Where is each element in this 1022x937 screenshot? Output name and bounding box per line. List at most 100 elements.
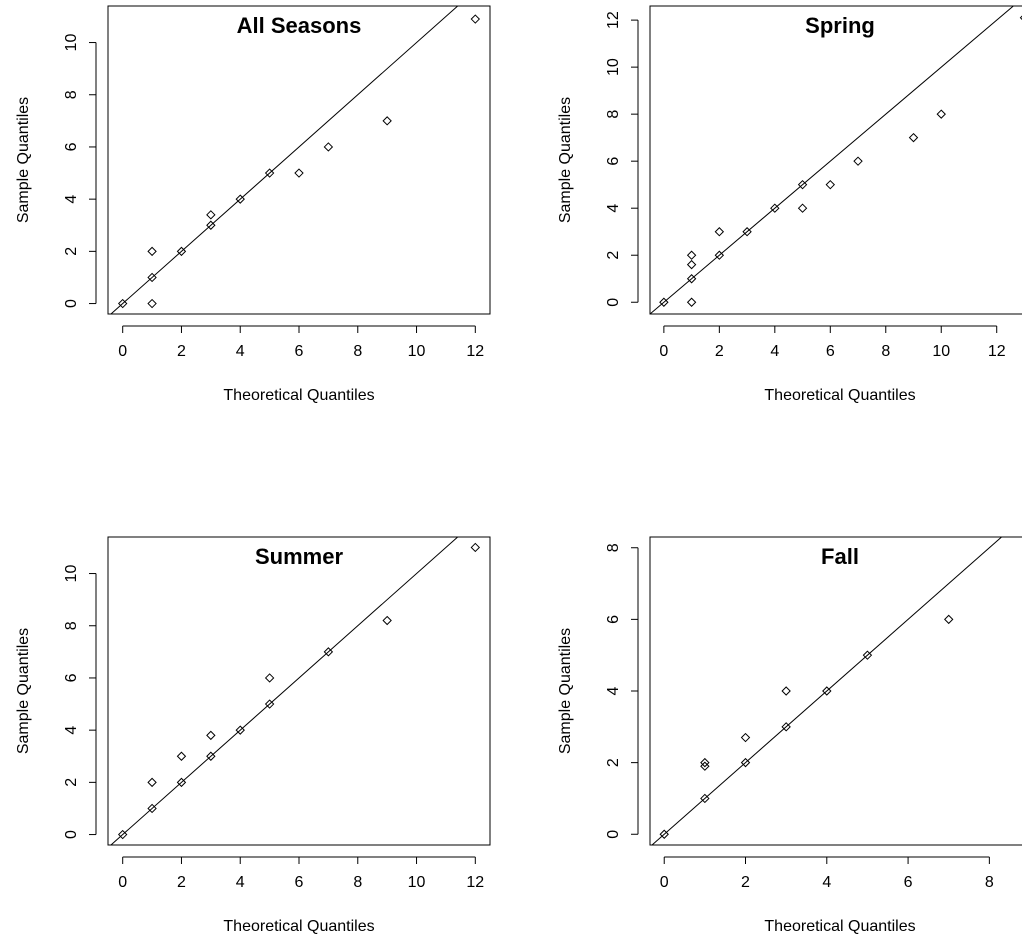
data-point <box>206 210 216 220</box>
data-point <box>797 203 808 213</box>
data-point <box>908 132 919 143</box>
data-point <box>206 751 216 761</box>
y-axis-title: Sample Quantiles <box>557 628 574 754</box>
x-tick-label: 10 <box>408 343 426 360</box>
data-point <box>740 732 751 743</box>
plot-frame <box>107 536 491 846</box>
x-tick-label: 2 <box>177 874 186 891</box>
plot-frame <box>649 536 1022 846</box>
data-point <box>206 220 216 230</box>
y-axis-title: Sample Quantiles <box>15 628 32 754</box>
data-point <box>147 246 157 257</box>
x-tick-label: 6 <box>904 874 913 891</box>
data-point <box>686 297 697 307</box>
x-axis-title: Theoretical Quantiles <box>223 387 374 404</box>
data-point <box>176 751 187 761</box>
x-tick-label: 10 <box>408 874 426 891</box>
x-axis-title: Theoretical Quantiles <box>764 387 915 404</box>
y-tick-label: 0 <box>605 830 622 839</box>
plot-frame <box>649 5 1022 315</box>
data-point <box>382 615 392 626</box>
y-tick-label: 8 <box>605 110 622 119</box>
data-point <box>825 179 835 190</box>
x-tick-label: 12 <box>988 343 1006 360</box>
x-tick-label: 0 <box>660 874 669 891</box>
data-point <box>147 803 157 814</box>
panel-spring: 0 2 4 6 8 10 12 0 2 4 6 8 10 12 Spring Theoretical Quan… <box>557 5 1022 404</box>
y-tick-label: 10 <box>605 58 622 76</box>
panel-title: Summer <box>255 544 343 569</box>
x-tick-label: 8 <box>353 343 362 360</box>
y-tick-label: 2 <box>63 247 80 256</box>
data-point <box>117 298 128 309</box>
data-point <box>470 14 481 24</box>
y-tick-label: 4 <box>605 686 622 695</box>
reference-line <box>650 6 1015 314</box>
x-tick-label: 8 <box>985 874 994 891</box>
y-tick-label: 10 <box>63 34 80 52</box>
data-point <box>176 246 187 257</box>
data-point <box>147 298 157 309</box>
data-point <box>264 673 275 683</box>
data-point <box>740 757 751 768</box>
data-point <box>470 542 481 553</box>
data-point <box>822 686 832 696</box>
y-axis-title: Sample Quantiles <box>557 97 574 223</box>
data-point <box>686 250 697 260</box>
data-point <box>944 614 954 625</box>
data-point <box>781 686 791 696</box>
reference-line <box>110 6 459 314</box>
data-point <box>797 179 808 190</box>
data-point <box>862 650 873 660</box>
data-point <box>264 168 275 178</box>
x-tick-label: 12 <box>466 874 484 891</box>
data-point <box>659 829 669 839</box>
x-tick-label: 2 <box>715 343 724 360</box>
data-point <box>147 777 157 788</box>
y-tick-label: 2 <box>63 778 80 787</box>
y-tick-label: 4 <box>63 195 80 204</box>
data-point <box>147 272 157 283</box>
data-point <box>936 109 946 119</box>
y-tick-label: 12 <box>605 11 622 29</box>
data-point <box>176 777 187 788</box>
y-tick-label: 2 <box>605 251 622 260</box>
x-tick-label: 10 <box>932 343 950 360</box>
x-tick-label: 12 <box>466 343 484 360</box>
y-tick-label: 4 <box>605 204 622 213</box>
data-point <box>206 730 216 741</box>
y-tick-label: 8 <box>63 621 80 630</box>
data-point <box>742 227 752 237</box>
data-point <box>770 203 780 213</box>
data-point <box>781 722 791 732</box>
x-tick-label: 2 <box>741 874 750 891</box>
x-tick-label: 4 <box>770 343 779 360</box>
data-point <box>700 757 710 768</box>
panel-fall: 0 2 4 6 8 0 2 4 6 8 Fall Theoretical Quantiles Sampl… <box>557 536 1022 935</box>
x-tick-label: 0 <box>659 343 668 360</box>
reference-line <box>651 537 1003 845</box>
data-point <box>714 227 725 237</box>
data-point <box>117 829 128 840</box>
panel-title: Spring <box>805 13 875 38</box>
data-point <box>382 116 392 126</box>
data-point <box>235 725 245 735</box>
data-point <box>235 194 245 204</box>
plot-frame <box>107 5 491 315</box>
data-point <box>659 297 669 307</box>
reference-line <box>110 537 459 845</box>
data-point <box>264 699 275 709</box>
x-tick-label: 8 <box>881 343 890 360</box>
y-tick-label: 6 <box>63 142 80 151</box>
y-tick-label: 0 <box>63 830 80 839</box>
x-axis-title: Theoretical Quantiles <box>223 918 374 935</box>
data-point <box>700 761 710 771</box>
panel-title: Fall <box>821 544 859 569</box>
y-tick-label: 8 <box>63 90 80 99</box>
data-point <box>853 156 863 166</box>
x-tick-label: 0 <box>118 874 127 891</box>
x-tick-label: 2 <box>177 343 186 360</box>
data-point <box>323 142 334 152</box>
x-tick-label: 0 <box>118 343 127 360</box>
